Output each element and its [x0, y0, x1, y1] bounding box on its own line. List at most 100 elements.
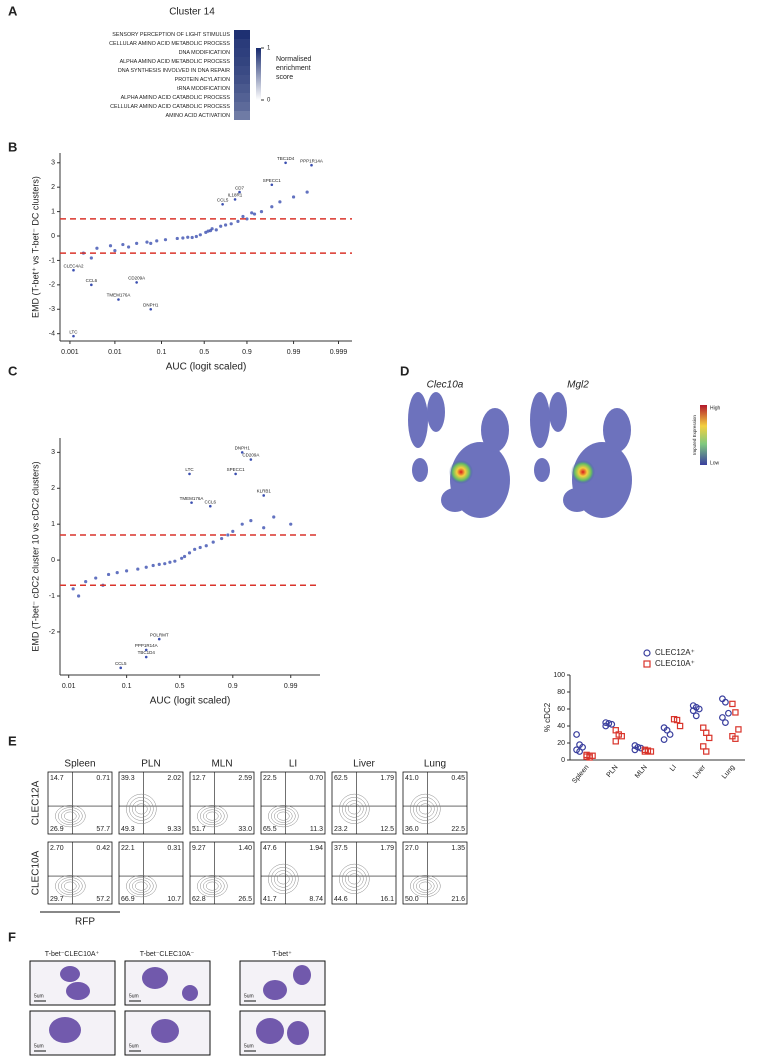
- x-tick-label: Liver: [692, 763, 708, 780]
- contour: [348, 803, 361, 815]
- dot: [689, 707, 697, 715]
- data-point: [115, 571, 119, 575]
- heatmap-cell: [234, 102, 250, 111]
- contour: [203, 879, 222, 893]
- quadrant-value: 22.5: [263, 775, 277, 782]
- data-point: [106, 572, 111, 577]
- x-axis-label: AUC (logit scaled): [150, 696, 231, 707]
- dot: [703, 729, 710, 737]
- gene-label: POLRMT: [150, 632, 169, 637]
- data-point: [126, 245, 131, 249]
- flow-panel: [47, 841, 113, 905]
- data-point: [145, 240, 149, 244]
- data-point: [149, 241, 153, 245]
- flow-panel: [260, 841, 326, 905]
- quadrant-value: 14.7: [50, 775, 64, 782]
- quadrant-value: 44.6: [334, 896, 348, 903]
- panel-label: A: [8, 3, 18, 18]
- gene-label: DNPH1: [143, 302, 159, 307]
- colorbar-legend: enrichment: [276, 65, 311, 72]
- contour: [416, 800, 435, 818]
- quadrant-value: 2.02: [167, 775, 181, 782]
- data-point: [236, 219, 240, 223]
- contour: [345, 870, 364, 888]
- data-point: [144, 565, 148, 569]
- y-axis-label: % cDC2: [543, 702, 552, 732]
- gene-point: [249, 458, 253, 461]
- term-label: SENSORY PERCEPTION OF LIGHT STIMULUS: [112, 32, 230, 38]
- term-label: PROTEIN ACYLATION: [175, 77, 230, 83]
- contour: [274, 870, 293, 888]
- data-point: [198, 233, 202, 237]
- y-tick-label: 3: [51, 160, 55, 167]
- term-label: DNA SYNTHESIS INVOLVED IN DNA REPAIR: [118, 68, 230, 74]
- flow-panel: [331, 841, 397, 905]
- gene-label: CCL5: [217, 197, 229, 202]
- gene-label: LTC: [69, 329, 78, 334]
- gene-point: [221, 202, 224, 206]
- contour: [339, 863, 370, 894]
- x-tick-label: 0.01: [62, 683, 76, 690]
- data-point: [182, 554, 187, 559]
- heatmap-title: Cluster 14: [169, 7, 215, 18]
- panel-label: D: [400, 363, 409, 378]
- quadrant-value: 9.27: [192, 845, 206, 852]
- data-point: [163, 238, 168, 242]
- legend-label: CLEC10A⁺: [655, 659, 695, 668]
- quadrant-value: 22.1: [121, 845, 135, 852]
- y-tick-label: -2: [49, 282, 55, 289]
- data-point: [157, 562, 161, 567]
- scale-label: 5um: [129, 993, 139, 999]
- flow-panel: [189, 771, 255, 835]
- scale-label: 5um: [244, 993, 254, 999]
- dot: [706, 734, 713, 742]
- data-point: [194, 234, 198, 239]
- colorbar-high: High: [710, 405, 721, 411]
- contour: [268, 805, 299, 828]
- dot: [631, 746, 639, 754]
- gene-label: CD209A: [242, 453, 259, 458]
- contour: [132, 879, 151, 893]
- quadrant-value: 2.59: [238, 775, 252, 782]
- panel-label: C: [8, 363, 18, 378]
- gene-point: [119, 666, 123, 670]
- dot: [692, 712, 700, 720]
- gene-label: TBC1D4: [138, 650, 156, 655]
- quadrant-value: 12.7: [192, 775, 206, 782]
- data-point: [77, 594, 81, 598]
- contour: [58, 877, 83, 895]
- image-title: T-bet⁻CLEC10A⁻: [140, 951, 195, 958]
- x-tick-label: 0.1: [122, 683, 132, 690]
- gene-label: KLRB1: [257, 489, 272, 494]
- gene-point: [188, 472, 191, 476]
- x-tick-label: 0.001: [61, 349, 79, 356]
- gene-point: [284, 161, 287, 165]
- x-tick-label: LI: [669, 764, 678, 773]
- dot: [732, 735, 739, 742]
- flow-panel: [260, 771, 326, 835]
- quadrant-value: 26.5: [238, 896, 252, 903]
- data-point: [198, 545, 202, 550]
- data-point: [291, 195, 296, 199]
- quadrant-value: 22.5: [451, 826, 465, 833]
- dot: [608, 720, 616, 728]
- flow-panel: [118, 771, 184, 835]
- y-tick-label: -1: [49, 593, 55, 600]
- data-point: [175, 236, 179, 241]
- contour: [197, 875, 228, 898]
- contour: [64, 881, 77, 891]
- gene-label: IL18R1: [228, 193, 243, 198]
- quadrant-value: 47.6: [263, 845, 277, 852]
- y-tick-label: -2: [49, 629, 55, 636]
- gene-point: [72, 268, 75, 272]
- contour: [206, 881, 219, 891]
- dot: [735, 726, 742, 733]
- contour: [61, 879, 80, 893]
- contour: [203, 809, 222, 823]
- contour: [129, 797, 154, 821]
- y-tick-label: 60: [557, 706, 565, 713]
- contour: [277, 811, 290, 821]
- flow-panel: [47, 771, 113, 835]
- contour: [135, 881, 148, 891]
- quadrant-value: 9.33: [167, 826, 181, 833]
